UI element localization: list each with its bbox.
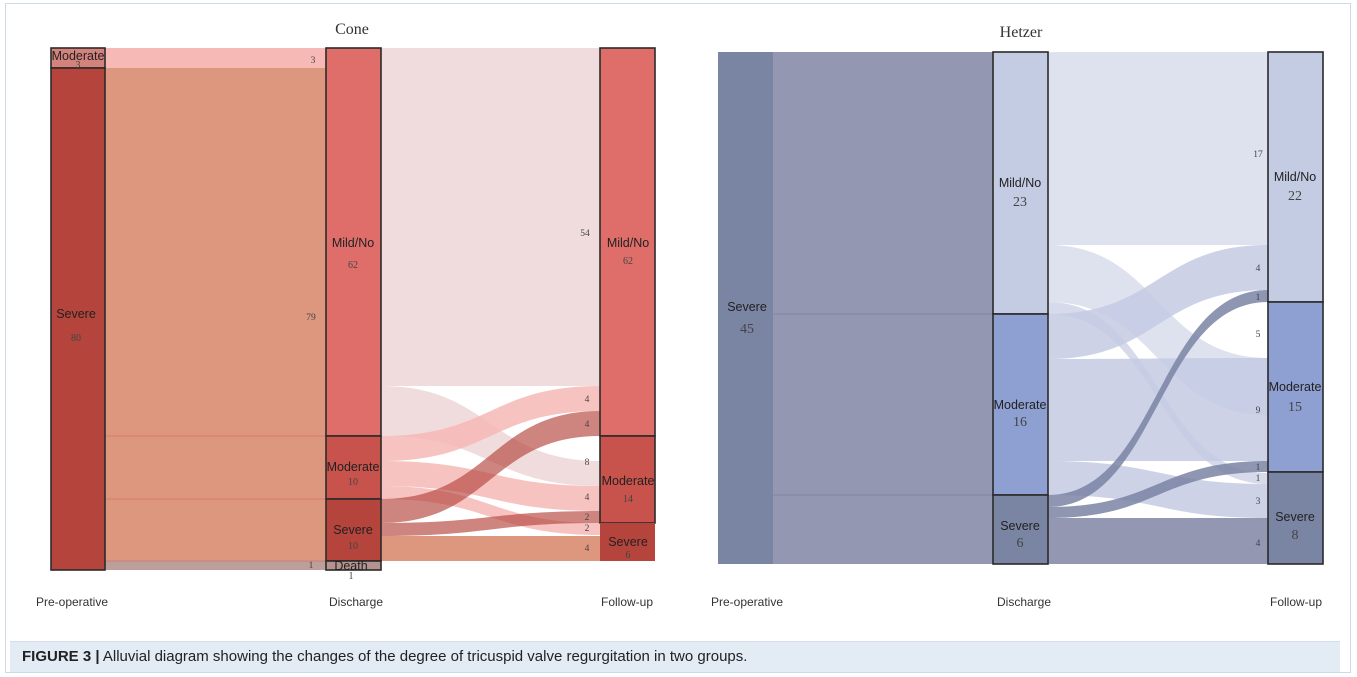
hetzer-node-fu-mild — [1267, 51, 1324, 303]
cone-flow-dis_mild-to-fu_mild — [381, 48, 600, 386]
hetzer-node-dis-mod — [992, 313, 1049, 496]
cone-flow-pre_sev-to-dis_death — [105, 561, 326, 570]
hetzer-flow-pre_sev-to-dis_mod — [773, 314, 993, 495]
cone-node-label-dis-mod: Moderate — [327, 460, 380, 474]
cone-flow-pre_mod-to-dis_mild — [105, 48, 326, 68]
caption-label: FIGURE 3 | — [22, 648, 100, 665]
hetzer-flow-pre_sev-to-dis_mild — [773, 52, 993, 314]
hetzer-flow-label-dis_mild-to-fu_mild: 17 — [1253, 150, 1263, 160]
cone-flow-dis_sev-to-fu_sev — [381, 536, 600, 561]
hetzer-flow-label-dis_mod-to-fu_mod: 9 — [1256, 406, 1261, 416]
figure-caption: FIGURE 3 | Alluvial diagram showing the … — [10, 641, 1340, 672]
hetzer-node-count-dis-mild: 23 — [1013, 195, 1027, 210]
hetzer-node-label-fu-mod: Moderate — [1269, 380, 1322, 394]
cone-node-count-dis-mod: 10 — [348, 477, 358, 488]
cone-node-label-dis-mild: Mild/No — [332, 236, 374, 250]
cone-stage-pre-operative: Pre-operative — [36, 595, 108, 609]
hetzer-node-label-dis-mild: Mild/No — [999, 176, 1041, 190]
cone-node-count-fu-mild: 62 — [623, 256, 633, 267]
hetzer-title: Hetzer — [1000, 24, 1043, 41]
cone-flow-pre_sev-to-dis_mild — [105, 68, 326, 436]
cone-node-label-fu-sev: Severe — [608, 535, 648, 549]
hetzer-node-count-dis-mod: 16 — [1013, 415, 1027, 430]
cone-node-count-fu-sev: 6 — [626, 550, 631, 561]
cone-node-count-dis-sev: 10 — [348, 541, 358, 552]
cone-node-count-fu-mod: 14 — [623, 494, 633, 505]
hetzer-node-label-fu-mild: Mild/No — [1274, 170, 1316, 184]
hetzer-flow-label-dis_mild-to-fu_sev: 1 — [1256, 474, 1261, 484]
figure-frame — [5, 3, 1351, 673]
cone-flow-label-dis_sev-to-fu_mild: 4 — [585, 420, 590, 430]
hetzer-flow-label-dis_mod-to-fu_mild: 4 — [1256, 264, 1261, 274]
hetzer-node-dis-mild — [992, 51, 1049, 315]
cone-stage-follow-up: Follow-up — [601, 595, 653, 609]
hetzer-panel: HetzerSevere45Mild/No23Moderate16Severe6… — [711, 24, 1324, 609]
cone-node-count-pre-mod: 3 — [76, 60, 81, 71]
hetzer-flow-label-dis_mod-to-fu_sev: 3 — [1256, 497, 1261, 507]
cone-flow-dis_mod-to-fu_mild — [381, 386, 600, 461]
hetzer-node-count-fu-mod: 15 — [1288, 400, 1302, 415]
hetzer-node-dis-sev — [992, 494, 1049, 565]
hetzer-stage-pre-operative: Pre-operative — [711, 595, 783, 609]
hetzer-flow-dis_mod-to-fu_mild — [1048, 245, 1268, 359]
hetzer-stage-follow-up: Follow-up — [1270, 595, 1322, 609]
hetzer-node-fu-mod — [1267, 301, 1324, 473]
cone-flow-pre_sev-to-dis_mod — [105, 436, 326, 499]
hetzer-node-count-fu-mild: 22 — [1288, 189, 1302, 204]
cone-node-count-dis-mild: 62 — [348, 260, 358, 271]
cone-node-label-pre-mod: Moderate — [52, 49, 105, 63]
cone-flow-label-pre_mod-to-dis_mild: 3 — [311, 56, 316, 66]
hetzer-node-count-pre-sev: 45 — [740, 322, 754, 337]
hetzer-flow-label-dis_sev-to-fu_mild: 1 — [1256, 293, 1261, 303]
hetzer-node-label-fu-sev: Severe — [1275, 510, 1315, 524]
cone-node-count-pre-sev: 80 — [71, 333, 81, 344]
cone-flow-label-dis_mod-to-fu_mild: 4 — [585, 395, 590, 405]
cone-flow-label-pre_sev-to-dis_mild: 79 — [306, 313, 316, 323]
cone-flow-pre_sev-to-dis_sev — [105, 499, 326, 561]
hetzer-stage-discharge: Discharge — [997, 595, 1051, 609]
hetzer-flow-label-dis_sev-to-fu_mod: 1 — [1256, 463, 1261, 473]
caption-text: Alluvial diagram showing the changes of … — [99, 648, 748, 665]
cone-node-pre-sev — [50, 67, 106, 571]
hetzer-flow-dis_sev-to-fu_mild — [1048, 290, 1268, 507]
cone-node-dis-death — [325, 560, 382, 571]
hetzer-flow-dis_sev-to-fu_sev — [1048, 518, 1268, 564]
cone-flow-label-dis_sev-to-fu_mod: 2 — [585, 513, 590, 523]
cone-node-label-dis-sev: Severe — [333, 523, 373, 537]
hetzer-node-label-dis-mod: Moderate — [994, 398, 1047, 412]
hetzer-flow-pre_sev-to-dis_sev — [773, 495, 993, 564]
cone-node-fu-sev — [600, 523, 655, 561]
cone-flow-label-dis_mod-to-fu_mod: 4 — [585, 493, 590, 503]
cone-flow-dis_mod-to-fu_mod — [381, 461, 600, 511]
hetzer-node-count-dis-sev: 6 — [1017, 536, 1024, 551]
hetzer-flow-dis_mod-to-fu_mod — [1048, 358, 1268, 461]
cone-flow-label-dis_mod-to-fu_sev: 2 — [585, 524, 590, 534]
hetzer-flow-label-dis_mild-to-fu_mod: 5 — [1256, 330, 1261, 340]
cone-flow-label-dis_mild-to-fu_mild: 54 — [580, 229, 590, 239]
cone-stage-discharge: Discharge — [329, 595, 383, 609]
cone-node-count-dis-death: 1 — [349, 571, 354, 582]
cone-flow-label-dis_sev-to-fu_sev: 4 — [585, 544, 590, 554]
hetzer-flow-dis_sev-to-fu_mod — [1048, 461, 1268, 518]
cone-flow-dis_sev-to-fu_mod — [381, 511, 600, 536]
cone-title: Cone — [335, 21, 369, 38]
cone-node-label-fu-mild: Mild/No — [607, 236, 649, 250]
hetzer-node-label-pre-sev: Severe — [727, 300, 767, 314]
cone-flow-label-pre_sev-to-dis_death: 1 — [309, 561, 314, 571]
cone-flow-label-dis_mild-to-fu_mod: 8 — [585, 458, 590, 468]
hetzer-flow-dis_mild-to-fu_mild — [1048, 52, 1268, 245]
alluvial-diagram: ConeModerate3Severe80Mild/No62Moderate10… — [36, 21, 1324, 609]
hetzer-node-fu-sev — [1267, 471, 1324, 565]
cone-flow-dis_sev-to-fu_mild — [381, 411, 600, 523]
cone-node-label-pre-sev: Severe — [56, 307, 96, 321]
hetzer-node-label-dis-sev: Severe — [1000, 519, 1040, 533]
cone-node-label-dis-death: Death — [334, 559, 367, 573]
cone-node-label-fu-mod: Moderate — [602, 474, 655, 488]
hetzer-flow-label-dis_sev-to-fu_sev: 4 — [1256, 539, 1261, 549]
hetzer-node-pre-sev — [718, 52, 773, 564]
hetzer-node-count-fu-sev: 8 — [1292, 528, 1299, 543]
cone-panel: ConeModerate3Severe80Mild/No62Moderate10… — [36, 21, 656, 609]
